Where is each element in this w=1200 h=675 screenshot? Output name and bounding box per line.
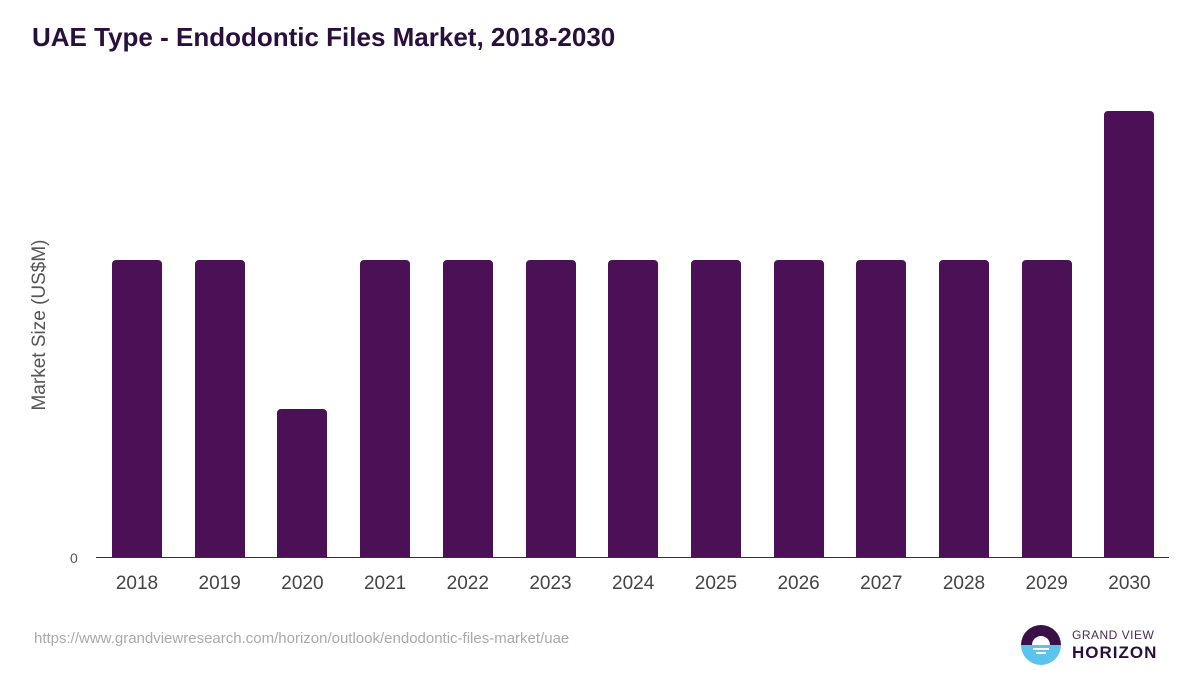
- x-tick-label: 2028: [942, 573, 986, 594]
- x-tick-label: 2025: [694, 573, 738, 594]
- x-tick-label: 2027: [860, 573, 903, 594]
- x-tick-label: 2021: [363, 573, 407, 594]
- logo-line1: GRAND VIEW: [1072, 628, 1155, 642]
- bar-2028[interactable]: [939, 260, 989, 558]
- bar-2022[interactable]: [442, 260, 493, 558]
- bar-2029[interactable]: [1021, 260, 1072, 558]
- bar-2023[interactable]: [525, 260, 576, 558]
- x-tick-label: 2023: [529, 573, 572, 594]
- x-tick-label: 2024: [612, 573, 655, 594]
- x-tick-label: 2018: [115, 573, 159, 594]
- bar-2030[interactable]: [1104, 111, 1155, 558]
- plot-area: [96, 80, 1169, 558]
- y-tick-zero: 0: [70, 550, 78, 566]
- grand-view-horizon-logo: GRAND VIEW HORIZON: [1020, 624, 1157, 666]
- bar-2019[interactable]: [194, 260, 245, 558]
- bar-2025[interactable]: [690, 260, 741, 558]
- x-tick-label: 2022: [446, 573, 489, 594]
- logo-line2: HORIZON: [1072, 643, 1158, 662]
- bar-2018[interactable]: [112, 260, 162, 558]
- bar-2020[interactable]: [277, 409, 328, 558]
- x-axis-line: [96, 557, 1169, 558]
- horizon-logo-icon: [1021, 625, 1061, 665]
- y-axis-label: Market Size (US$M): [29, 239, 50, 411]
- bar-2027[interactable]: [856, 260, 907, 558]
- x-tick-label: 2019: [198, 573, 241, 594]
- x-tick-label: 2030: [1108, 573, 1151, 594]
- x-tick-label: 2029: [1025, 573, 1068, 594]
- bar-2021[interactable]: [360, 260, 411, 558]
- source-url[interactable]: https://www.grandviewresearch.com/horizo…: [34, 630, 570, 647]
- x-tick-label: 2026: [777, 573, 820, 594]
- x-tick-label: 2020: [281, 573, 324, 594]
- chart-title: UAE Type - Endodontic Files Market, 2018…: [32, 22, 616, 52]
- bar-2026[interactable]: [773, 260, 824, 558]
- bar-2024[interactable]: [608, 260, 659, 558]
